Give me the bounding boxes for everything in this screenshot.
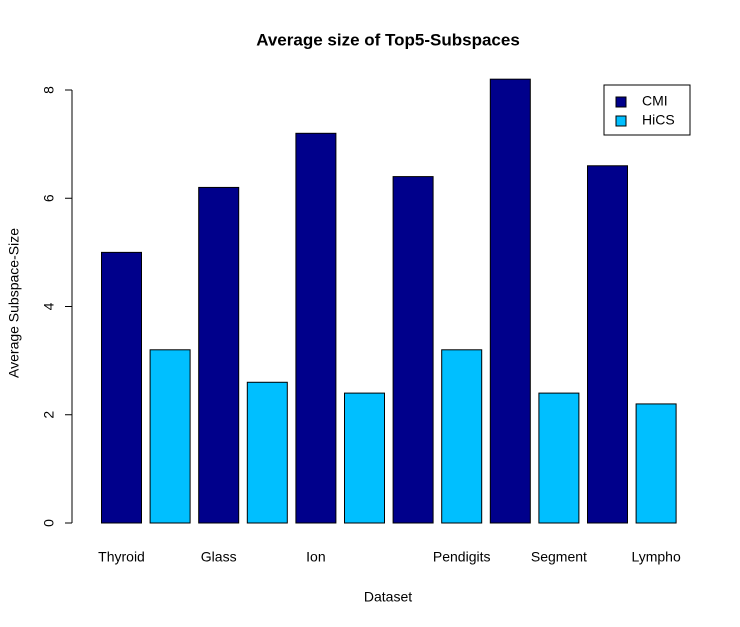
y-tick-label: 8 <box>41 86 57 94</box>
y-tick-label: 2 <box>41 411 57 419</box>
legend-label: CMI <box>642 93 668 109</box>
bar <box>149 349 191 524</box>
y-tick-label: 0 <box>41 519 57 527</box>
x-axis-label: Dataset <box>364 589 412 605</box>
x-tick-label: Pendigits <box>433 549 491 565</box>
bar <box>538 392 580 524</box>
x-tick-label: Thyroid <box>98 549 145 565</box>
chart-title: Average size of Top5-Subspaces <box>256 30 520 49</box>
bar <box>489 78 531 524</box>
y-tick-label: 4 <box>41 302 57 310</box>
bar <box>295 132 337 524</box>
bar <box>246 381 288 524</box>
legend-swatch <box>615 115 627 127</box>
x-tick-label: Segment <box>531 549 587 565</box>
bar <box>198 186 240 524</box>
bar <box>635 403 677 524</box>
bar <box>101 251 142 524</box>
bar <box>441 349 483 524</box>
y-axis-label: Average Subspace-Size <box>6 228 22 378</box>
bar <box>587 165 628 524</box>
legend-label: HiCS <box>642 112 675 128</box>
x-tick-label: Glass <box>201 549 237 565</box>
legend-swatch <box>615 96 627 108</box>
legend-box <box>603 84 691 136</box>
y-tick-label: 6 <box>41 194 57 202</box>
x-tick-label: Lympho <box>631 549 681 565</box>
bar <box>392 176 434 524</box>
bar <box>344 392 385 524</box>
x-tick-label: Ion <box>306 549 325 565</box>
